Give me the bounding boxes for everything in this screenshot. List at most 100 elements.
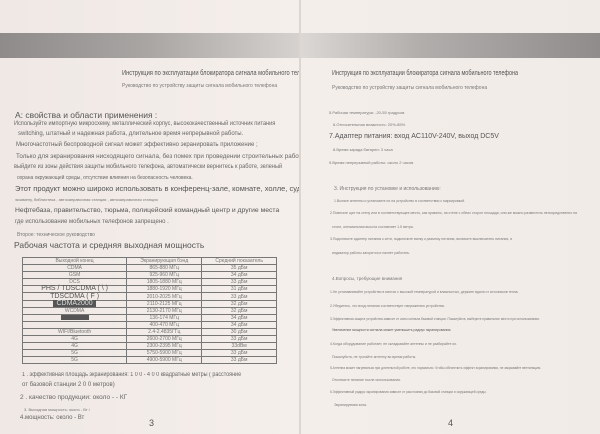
- spec-line: 5.Рабочая температура: -20-55 градусов: [329, 110, 405, 115]
- cell: TDSCDMA ( F ): [21, 292, 128, 301]
- note-line: 1.Не устанавливайте устройство в местах …: [330, 290, 519, 294]
- paragraph-line: охрана окружающей среды, отсутствие влия…: [17, 175, 193, 181]
- table-row: CDMA 865-880 МГц 35 дБм: [21, 264, 277, 273]
- table-header: Средний показатель: [201, 256, 277, 266]
- paragraph-line: switching, штатный и надежная работа, дл…: [18, 131, 244, 137]
- paragraph-line: где использование мобильных телефонов за…: [15, 219, 169, 225]
- header-title: Инструкция по эксплуатации блокиратора с…: [332, 70, 519, 77]
- instruction-line: 2.Повесьте щит на стену или в соответств…: [330, 211, 577, 215]
- cell: 2600-2700 МГц: [126, 335, 203, 344]
- note-line: Отключите питание после использования.: [332, 378, 401, 382]
- right-page: Инструкция по эксплуатации блокиратора с…: [300, 0, 600, 434]
- paragraph-line: экзамену, библиотека , автозаправочная с…: [15, 197, 158, 202]
- spec-line: 9.Время непрерывной работы: около 2 часо…: [329, 160, 414, 165]
- cell: 33dBм: [201, 342, 277, 351]
- cell: 33 дБм: [201, 292, 277, 301]
- paragraph-line: Только для экранирования нисходящего сиг…: [16, 153, 306, 160]
- cell: 2110-2125 МГц: [126, 299, 203, 308]
- table-header: Выходной конец: [21, 256, 128, 266]
- cell: [21, 313, 128, 322]
- cell: 4G: [21, 335, 128, 344]
- cell: 34 дБм: [201, 320, 277, 329]
- table-header: Экранирующая бэнд: [126, 256, 203, 266]
- note-line: от базовой станции 2 0 0 метров): [22, 382, 115, 388]
- cell: 34 дБм: [201, 271, 277, 280]
- table-row: 136-174 МГц 34 дБм: [21, 313, 277, 322]
- cell: 925-960 МГц: [126, 271, 203, 280]
- cell: 4G: [21, 342, 128, 351]
- cell: WIFI/Bluetooth: [21, 327, 128, 337]
- note-line: 5.Антенна может нагреваться при длительн…: [330, 366, 542, 370]
- table-row: PHS / TDSCDMA ( \ ) 1880-1920 МГц 31 дБм: [21, 285, 277, 294]
- table-row: 4G 2300-2395 МГц 33dBм: [21, 342, 277, 351]
- spec-line: 6.Относительная влажность: 20%-85%: [333, 122, 406, 127]
- cell: 5750-5900 МГц: [126, 349, 203, 358]
- note-line: Пожалуйста, не трогайте антенну во время…: [332, 355, 417, 359]
- header-subtitle: Руководство по устройству защиты сигнала…: [332, 85, 488, 91]
- cell: 33 дБм: [201, 335, 277, 344]
- section-heading: 4.Вопросы, требующие внимания: [332, 276, 403, 281]
- cell: [21, 320, 128, 329]
- cell: 2130-2170 МГц: [126, 306, 203, 315]
- cell: WCDMA: [21, 306, 128, 315]
- table-row: CDMA2000 2110-2125 МГц 32 дБм: [21, 299, 277, 308]
- note-line: 6.Эффективный радиус экранирования завис…: [330, 390, 487, 394]
- page-number: 3: [149, 418, 155, 428]
- left-page: Инструкция по эксплуатации блокиратора с…: [0, 0, 318, 434]
- table-row: TDSCDMA ( F ) 2010-2025 МГц 33 дБм: [21, 292, 277, 301]
- cell: 32 дБм: [201, 306, 277, 315]
- paragraph-line: Многочастотный беспроводной сигнал может…: [16, 142, 258, 148]
- table-row: 5G 4900-5900 МГц 33 дБм: [21, 356, 277, 365]
- section-heading: 3. Инструкция по установке и использован…: [334, 186, 441, 192]
- instruction-line: 3.Подключите адаптер питания к сети, под…: [330, 237, 513, 241]
- cell: GSM: [21, 271, 128, 280]
- table-row: WCDMA 2130-2170 МГц 32 дБм: [21, 306, 277, 315]
- header-band: [0, 33, 300, 58]
- spec-line: 7.Адаптер питания: вход AC110V-240V, вых…: [329, 133, 499, 140]
- paragraph-line: выйдите из зоны действия защиты мобильно…: [14, 164, 283, 170]
- note-line: 2.Убедитесь, что вход питания соответств…: [330, 304, 445, 308]
- cell: 5G: [21, 356, 128, 365]
- note-line: Экранируемая зона.: [334, 403, 367, 407]
- redacted-label: [60, 314, 89, 320]
- table-row: 400-470 МГц 34 дБм: [21, 320, 277, 329]
- page-number: 4: [448, 418, 454, 428]
- cell: CDMA2000: [21, 299, 128, 308]
- header-subtitle: Руководство по устройству защиты сигнала…: [122, 83, 278, 89]
- highlighted-label: CDMA2000: [53, 299, 96, 307]
- note-line: 3. Выходная мощность: около - Вт /: [24, 407, 90, 412]
- note-line: 4.мощность: около - Вт: [20, 415, 85, 421]
- instruction-line: индикатор работы загорится и начнет рабо…: [332, 251, 410, 255]
- book-gutter: [299, 0, 301, 434]
- instruction-line: столе, оптимальная высота составляет 1.5…: [332, 225, 414, 229]
- cell: 1880-1920 МГц: [126, 285, 203, 294]
- table-row: WIFI/Bluetooth 2.4-2.4835ГГц 30 дБм: [21, 327, 277, 337]
- cell: 33 дБм: [201, 278, 277, 287]
- instruction-line: 1.Выньте антенны и установите их на устр…: [334, 199, 466, 203]
- cell: 4900-5900 МГц: [126, 356, 203, 365]
- table-row: 4G 2600-2700 МГц 33 дБм: [21, 335, 277, 344]
- note-line: 1 . эффективная площадь экранирования: 1…: [22, 372, 242, 378]
- cell: 136-174 МГц: [126, 313, 203, 322]
- cell: 35 дБм: [201, 264, 277, 273]
- cell: PHS / TDSCDMA ( \ ): [21, 285, 128, 294]
- note-line: Увеличение мощности сигнала может уменьш…: [332, 328, 452, 332]
- cell: CDMA: [21, 264, 128, 273]
- table-row: 5G 5750-5900 МГц 33 дБм: [21, 349, 277, 358]
- section-heading: Второе: техническое руководство: [17, 232, 95, 238]
- cell: 31 дБм: [201, 285, 277, 294]
- table-header-row: Выходной конец Экранирующая бэнд Средний п…: [21, 256, 277, 266]
- cell: 33 дБм: [201, 356, 277, 365]
- table-row: GSM 925-960 МГц 34 дБм: [21, 271, 277, 280]
- cell: 1805-1880 МГц: [126, 278, 203, 287]
- table-title: Рабочая частота и средняя выходная мощно…: [14, 240, 205, 250]
- note-line: 4.Когда оборудование работает, не склады…: [330, 342, 458, 346]
- cell: 2300-2395 МГц: [126, 342, 203, 351]
- paragraph-line: Используйте импортную микросхему, металл…: [14, 121, 276, 127]
- cell: 33 дБм: [201, 349, 277, 358]
- cell: 32 дБм: [201, 299, 277, 308]
- cell: 34 дБм: [201, 313, 277, 322]
- cell: 865-880 МГц: [126, 264, 203, 273]
- spec-line: 8.Время заряда батареи: 3 часа: [333, 147, 393, 152]
- cell: 5G: [21, 349, 128, 358]
